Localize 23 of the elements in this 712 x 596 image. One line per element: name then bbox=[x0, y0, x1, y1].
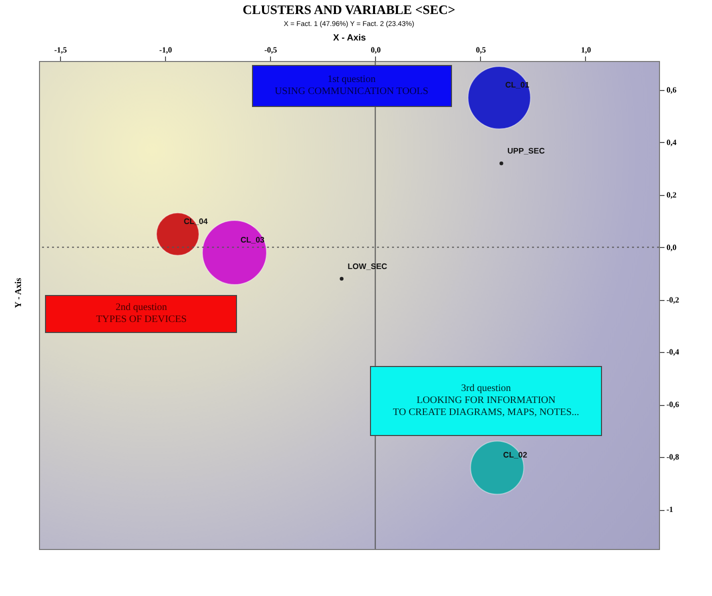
note-box: 2nd question TYPES OF DEVICES bbox=[45, 295, 238, 334]
annotation: UPP_SEC bbox=[507, 146, 545, 156]
y-tick-label: -0,8 bbox=[666, 452, 680, 462]
y-tick-label: -0,6 bbox=[666, 400, 680, 410]
x-tick-label: -0,5 bbox=[264, 46, 278, 54]
y-tick-label: -0,4 bbox=[666, 348, 680, 357]
x-tick-label: 0,5 bbox=[476, 46, 486, 54]
y-tick-label: -1 bbox=[666, 505, 674, 514]
note-box: 1st question USING COMMUNICATION TOOLS bbox=[252, 65, 452, 108]
x-axis-title: X - Axis bbox=[333, 32, 366, 42]
chart-title: CLUSTERS AND VARIABLE <SEC> bbox=[242, 2, 456, 17]
y-tick-label: 0,6 bbox=[666, 85, 676, 94]
y-axis-title: Y - Axis bbox=[12, 278, 23, 308]
y-tick-label: 0,2 bbox=[666, 190, 676, 200]
x-tick-label: 0,0 bbox=[370, 46, 381, 54]
x-tick-label: 1,0 bbox=[580, 46, 591, 54]
y-tick-label: 0,4 bbox=[666, 138, 676, 147]
y-tick-label: 0,0 bbox=[666, 242, 676, 252]
x-tick-label: -1,0 bbox=[159, 46, 172, 54]
note-box: 3rd question LOOKING FOR INFORMATION TO CREATE DIAGRAMS, MAPS, NOTES... bbox=[370, 366, 602, 436]
annotation: CL_03 bbox=[240, 236, 266, 245]
x-tick-label: -1,5 bbox=[54, 46, 67, 54]
y-tick-label: -0,2 bbox=[666, 295, 680, 304]
